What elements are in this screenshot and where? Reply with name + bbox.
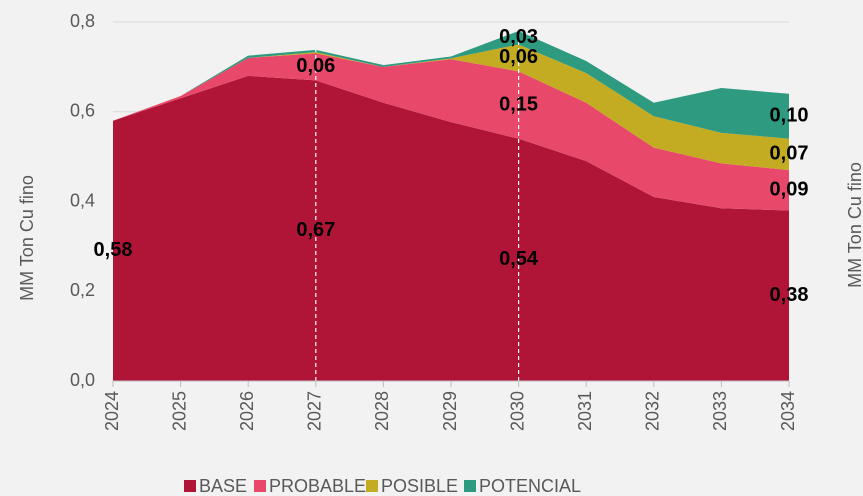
x-tick-label: 2028 xyxy=(372,391,392,431)
x-tick-label: 2030 xyxy=(507,391,527,431)
data-label: 0,06 xyxy=(499,46,538,68)
y-tick-label: 0,2 xyxy=(70,280,95,300)
legend-swatch xyxy=(184,480,196,492)
legend-label: POSIBLE xyxy=(381,476,458,496)
y-tick-label: 0,4 xyxy=(70,190,95,210)
legend-label: POTENCIAL xyxy=(479,476,581,496)
data-label: 0,06 xyxy=(296,55,335,77)
x-tick-label: 2025 xyxy=(169,391,189,431)
y2-axis-label: MM Ton Cu fino xyxy=(845,162,863,288)
y-tick-label: 0,0 xyxy=(70,370,95,390)
area xyxy=(113,75,789,381)
data-label: 0,15 xyxy=(499,93,538,115)
data-label: 0,58 xyxy=(94,239,133,261)
x-tick-label: 2031 xyxy=(575,391,595,431)
legend-swatch xyxy=(464,480,476,492)
legend-label: PROBABLE xyxy=(269,476,366,496)
x-tick-label: 2033 xyxy=(710,391,730,431)
area xyxy=(113,30,789,139)
x-tick-label: 2029 xyxy=(440,391,460,431)
data-label: 0,38 xyxy=(770,284,809,306)
area xyxy=(113,44,789,171)
y-axis-label: MM Ton Cu fino xyxy=(17,175,37,301)
x-tick-label: 2027 xyxy=(305,391,325,431)
x-tick-label: 2032 xyxy=(643,391,663,431)
area xyxy=(113,53,789,211)
legend-swatch xyxy=(366,480,378,492)
data-label: 0,67 xyxy=(296,219,335,241)
x-tick-label: 2034 xyxy=(778,391,798,431)
data-label: 0,03 xyxy=(499,26,538,48)
data-label: 0,54 xyxy=(499,248,539,270)
legend-swatch xyxy=(254,480,266,492)
x-tick-label: 2024 xyxy=(102,391,122,431)
data-label: 0,10 xyxy=(770,105,809,127)
data-label: 0,07 xyxy=(770,143,809,165)
y-tick-label: 0,8 xyxy=(70,11,95,31)
legend-label: BASE xyxy=(199,476,247,496)
data-label: 0,09 xyxy=(770,179,809,201)
x-tick-label: 2026 xyxy=(237,391,257,431)
y-tick-label: 0,6 xyxy=(70,101,95,121)
